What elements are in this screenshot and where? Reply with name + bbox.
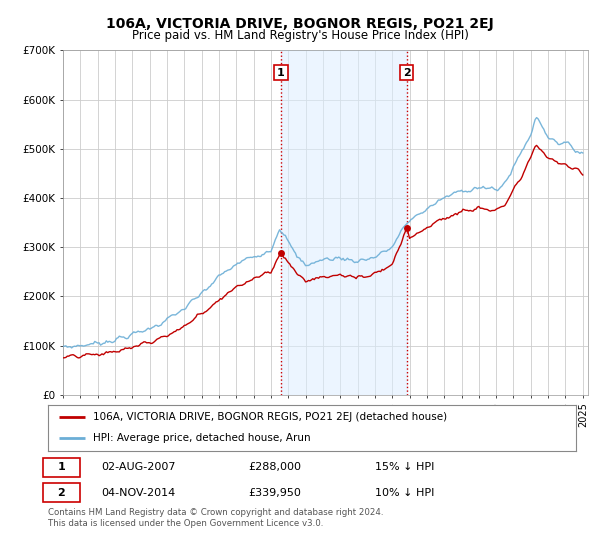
Text: 2: 2 bbox=[403, 68, 410, 77]
FancyBboxPatch shape bbox=[43, 458, 80, 477]
Text: 2: 2 bbox=[58, 488, 65, 497]
Text: HPI: Average price, detached house, Arun: HPI: Average price, detached house, Arun bbox=[93, 433, 311, 444]
Text: 1: 1 bbox=[277, 68, 285, 77]
Text: Price paid vs. HM Land Registry's House Price Index (HPI): Price paid vs. HM Land Registry's House … bbox=[131, 29, 469, 42]
Text: 15% ↓ HPI: 15% ↓ HPI bbox=[376, 463, 435, 472]
Text: 04-NOV-2014: 04-NOV-2014 bbox=[101, 488, 175, 497]
Text: £339,950: £339,950 bbox=[248, 488, 302, 497]
Text: 106A, VICTORIA DRIVE, BOGNOR REGIS, PO21 2EJ (detached house): 106A, VICTORIA DRIVE, BOGNOR REGIS, PO21… bbox=[93, 412, 447, 422]
FancyBboxPatch shape bbox=[43, 483, 80, 502]
Text: Contains HM Land Registry data © Crown copyright and database right 2024.
This d: Contains HM Land Registry data © Crown c… bbox=[48, 508, 383, 528]
Text: 106A, VICTORIA DRIVE, BOGNOR REGIS, PO21 2EJ: 106A, VICTORIA DRIVE, BOGNOR REGIS, PO21… bbox=[106, 17, 494, 31]
Text: 10% ↓ HPI: 10% ↓ HPI bbox=[376, 488, 435, 497]
Text: £288,000: £288,000 bbox=[248, 463, 302, 472]
Text: 1: 1 bbox=[58, 463, 65, 472]
Text: 02-AUG-2007: 02-AUG-2007 bbox=[101, 463, 175, 472]
Bar bbox=[281, 50, 407, 395]
